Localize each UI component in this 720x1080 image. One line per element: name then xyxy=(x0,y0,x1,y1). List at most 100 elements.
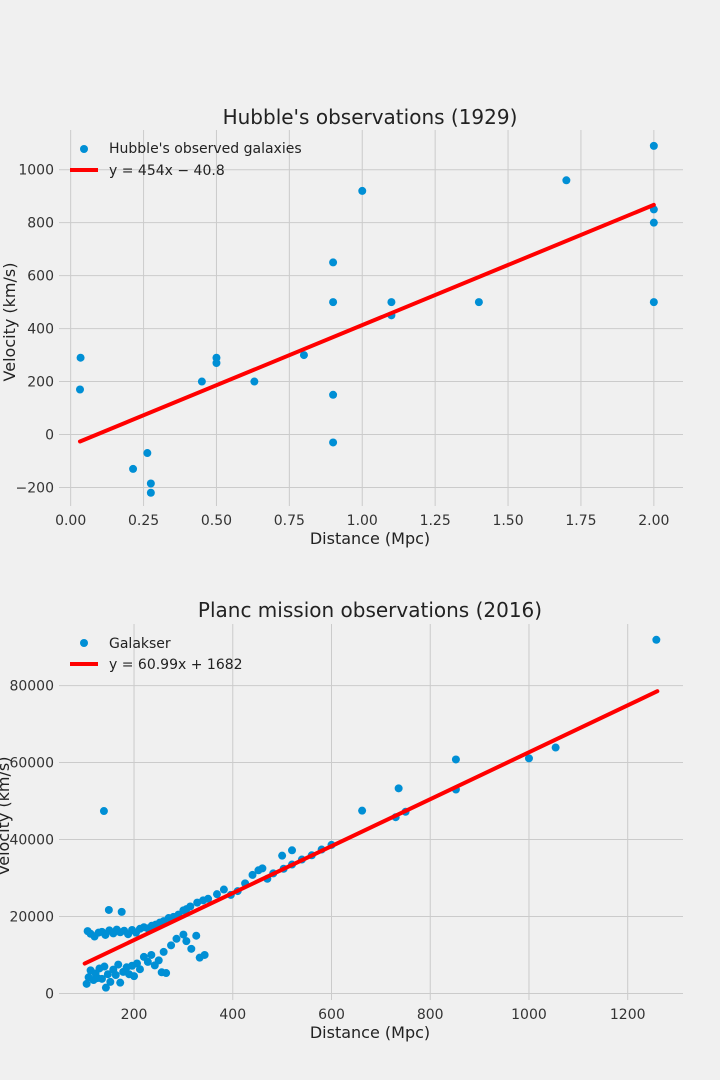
data-point xyxy=(111,970,120,979)
legend-scatter-marker xyxy=(80,639,88,647)
data-point xyxy=(106,977,115,986)
data-point xyxy=(248,870,257,879)
y-tick-label: 0 xyxy=(45,986,54,1002)
grid xyxy=(59,624,683,1000)
data-point xyxy=(451,755,460,764)
x-tick-label: 0.00 xyxy=(55,513,86,529)
data-point xyxy=(524,754,533,763)
y-tick-label: 200 xyxy=(27,375,54,391)
data-point xyxy=(146,479,155,488)
data-point xyxy=(329,298,338,307)
data-point xyxy=(101,983,110,992)
data-point xyxy=(143,957,152,966)
data-point xyxy=(250,377,259,386)
data-point xyxy=(103,970,112,979)
data-point xyxy=(167,941,176,950)
x-tick-label: 2.00 xyxy=(638,513,669,529)
y-tick-label: 1000 xyxy=(18,163,54,179)
data-point xyxy=(116,978,125,987)
data-point xyxy=(358,186,367,195)
data-point xyxy=(387,298,396,307)
chart-hubble: Hubble's observations (1929) 0.00 0.25 0.5… xyxy=(0,105,683,548)
data-point xyxy=(219,885,228,894)
legend-label-observations: Hubble's observed galaxies xyxy=(109,141,302,157)
x-axis-label: Distance (Mpc) xyxy=(310,529,430,548)
y-tick-label: 0 xyxy=(45,428,54,444)
data-point xyxy=(299,351,308,360)
data-point xyxy=(172,934,181,943)
chart-planck: Planc mission observations (2016) 200 400… xyxy=(0,598,683,1042)
legend-scatter-marker xyxy=(80,145,88,153)
legend: Hubble's observed galaxies y = 454x − 40… xyxy=(70,141,302,179)
data-point xyxy=(551,743,560,752)
data-point xyxy=(99,807,108,816)
data-point xyxy=(329,438,338,447)
data-point xyxy=(97,974,106,983)
x-tick-label: 200 xyxy=(121,1007,148,1023)
legend-label-fit: y = 454x − 40.8 xyxy=(109,163,225,179)
x-axis-ticks: 200 400 600 800 1000 1200 xyxy=(121,1007,646,1023)
data-point xyxy=(288,846,297,855)
y-tick-label: 40000 xyxy=(9,833,54,849)
regression-line xyxy=(82,689,660,966)
data-point xyxy=(652,635,661,644)
data-point xyxy=(159,947,168,956)
legend: Galakser y = 60.99x + 1682 xyxy=(70,636,243,673)
data-point xyxy=(154,956,163,965)
y-tick-label: 60000 xyxy=(9,756,54,772)
data-point xyxy=(329,390,338,399)
x-tick-label: 400 xyxy=(219,1007,246,1023)
x-tick-label: 800 xyxy=(417,1007,444,1023)
data-point xyxy=(129,464,138,473)
legend-label-galaxies: Galakser xyxy=(109,636,171,652)
x-tick-label: 1.00 xyxy=(347,513,378,529)
x-tick-label: 1200 xyxy=(610,1007,646,1023)
x-tick-label: 1.25 xyxy=(420,513,451,529)
data-point xyxy=(187,944,196,953)
data-point xyxy=(649,298,658,307)
data-point xyxy=(649,141,658,150)
data-point xyxy=(135,965,144,974)
data-point xyxy=(212,359,221,368)
data-point xyxy=(179,930,188,939)
data-point xyxy=(82,979,91,988)
y-axis-label: Velocity (km/s) xyxy=(0,757,13,876)
data-point xyxy=(329,258,338,267)
y-axis-ticks: −200 0 200 400 600 800 1000 xyxy=(16,163,54,497)
regression-line xyxy=(77,202,656,444)
data-point xyxy=(104,905,113,914)
data-point xyxy=(117,907,126,916)
data-point xyxy=(278,851,287,860)
data-point xyxy=(204,894,213,903)
data-point xyxy=(258,864,267,873)
y-axis-ticks: 0 20000 40000 60000 80000 xyxy=(9,679,54,1003)
x-tick-label: 0.25 xyxy=(128,513,159,529)
chart-title: Hubble's observations (1929) xyxy=(223,105,518,129)
data-point xyxy=(212,890,221,899)
data-point xyxy=(562,176,571,185)
data-point xyxy=(130,972,139,981)
legend-label-fit: y = 60.99x + 1682 xyxy=(109,657,243,673)
x-tick-label: 1.50 xyxy=(492,513,523,529)
data-point xyxy=(394,784,403,793)
data-point xyxy=(143,449,152,458)
data-point xyxy=(197,377,206,386)
data-point xyxy=(76,353,85,362)
data-point xyxy=(358,806,367,815)
x-axis-ticks: 0.00 0.25 0.50 0.75 1.00 1.25 1.50 1.75 2.00 xyxy=(55,513,669,529)
data-point xyxy=(157,968,166,977)
data-point xyxy=(100,962,109,971)
x-tick-label: 0.75 xyxy=(274,513,305,529)
x-axis-label: Distance (Mpc) xyxy=(310,1023,430,1042)
data-point xyxy=(474,298,483,307)
data-point xyxy=(146,488,155,497)
x-tick-label: 600 xyxy=(318,1007,345,1023)
y-tick-label: 600 xyxy=(27,269,54,285)
data-point xyxy=(649,218,658,227)
y-tick-label: −200 xyxy=(16,480,54,496)
data-point xyxy=(75,385,84,394)
y-tick-label: 80000 xyxy=(9,679,54,695)
chart-title: Planc mission observations (2016) xyxy=(198,598,542,622)
